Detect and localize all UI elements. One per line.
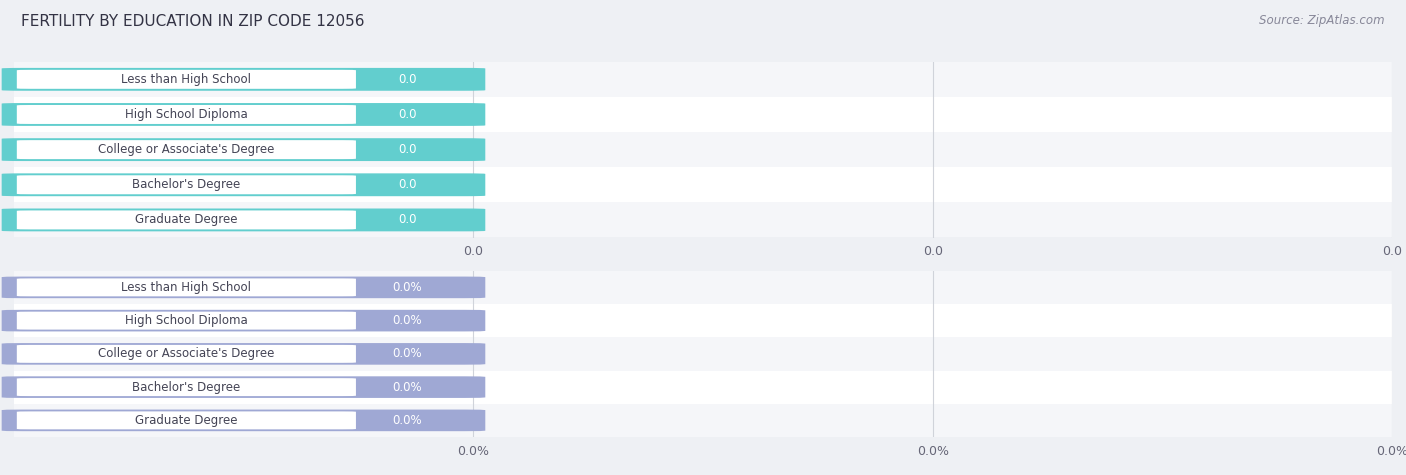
- Text: High School Diploma: High School Diploma: [125, 314, 247, 327]
- Bar: [14, 132, 1392, 167]
- Bar: [14, 304, 1392, 337]
- Bar: [14, 62, 1392, 97]
- Text: 0.0%: 0.0%: [392, 314, 422, 327]
- Text: Less than High School: Less than High School: [121, 281, 252, 294]
- FancyBboxPatch shape: [1, 276, 485, 298]
- Text: 0.0: 0.0: [1382, 245, 1402, 258]
- FancyBboxPatch shape: [1, 173, 485, 196]
- FancyBboxPatch shape: [17, 175, 356, 194]
- Text: 0.0%: 0.0%: [392, 380, 422, 394]
- FancyBboxPatch shape: [17, 345, 356, 363]
- FancyBboxPatch shape: [17, 70, 356, 89]
- FancyBboxPatch shape: [1, 343, 485, 365]
- Text: 0.0: 0.0: [924, 245, 943, 258]
- FancyBboxPatch shape: [1, 68, 485, 91]
- FancyBboxPatch shape: [1, 103, 485, 126]
- Text: 0.0%: 0.0%: [917, 445, 949, 458]
- FancyBboxPatch shape: [17, 312, 356, 330]
- Text: High School Diploma: High School Diploma: [125, 108, 247, 121]
- Text: 0.0%: 0.0%: [1376, 445, 1406, 458]
- Text: 0.0: 0.0: [398, 143, 416, 156]
- FancyBboxPatch shape: [17, 140, 356, 159]
- FancyBboxPatch shape: [17, 378, 356, 396]
- Text: 0.0: 0.0: [398, 108, 416, 121]
- FancyBboxPatch shape: [1, 209, 485, 231]
- Text: 0.0%: 0.0%: [392, 281, 422, 294]
- Text: Less than High School: Less than High School: [121, 73, 252, 86]
- Text: 0.0%: 0.0%: [392, 347, 422, 361]
- Bar: [14, 271, 1392, 304]
- FancyBboxPatch shape: [1, 409, 485, 431]
- Text: 0.0: 0.0: [398, 73, 416, 86]
- Text: Bachelor's Degree: Bachelor's Degree: [132, 380, 240, 394]
- FancyBboxPatch shape: [17, 105, 356, 124]
- Text: Bachelor's Degree: Bachelor's Degree: [132, 178, 240, 191]
- FancyBboxPatch shape: [17, 278, 356, 296]
- FancyBboxPatch shape: [1, 310, 485, 332]
- Text: 0.0: 0.0: [463, 245, 482, 258]
- Text: 0.0%: 0.0%: [457, 445, 489, 458]
- Text: 0.0: 0.0: [398, 213, 416, 227]
- Text: 0.0%: 0.0%: [392, 414, 422, 427]
- Text: 0.0: 0.0: [398, 178, 416, 191]
- Bar: [14, 202, 1392, 238]
- Text: Graduate Degree: Graduate Degree: [135, 414, 238, 427]
- FancyBboxPatch shape: [17, 210, 356, 229]
- Bar: [14, 337, 1392, 370]
- FancyBboxPatch shape: [17, 411, 356, 429]
- Text: Source: ZipAtlas.com: Source: ZipAtlas.com: [1260, 14, 1385, 27]
- Text: Graduate Degree: Graduate Degree: [135, 213, 238, 227]
- Text: College or Associate's Degree: College or Associate's Degree: [98, 143, 274, 156]
- FancyBboxPatch shape: [1, 376, 485, 398]
- FancyBboxPatch shape: [1, 138, 485, 161]
- Bar: [14, 167, 1392, 202]
- Text: College or Associate's Degree: College or Associate's Degree: [98, 347, 274, 361]
- Text: FERTILITY BY EDUCATION IN ZIP CODE 12056: FERTILITY BY EDUCATION IN ZIP CODE 12056: [21, 14, 364, 29]
- Bar: [14, 404, 1392, 437]
- Bar: [14, 370, 1392, 404]
- Bar: [14, 97, 1392, 132]
